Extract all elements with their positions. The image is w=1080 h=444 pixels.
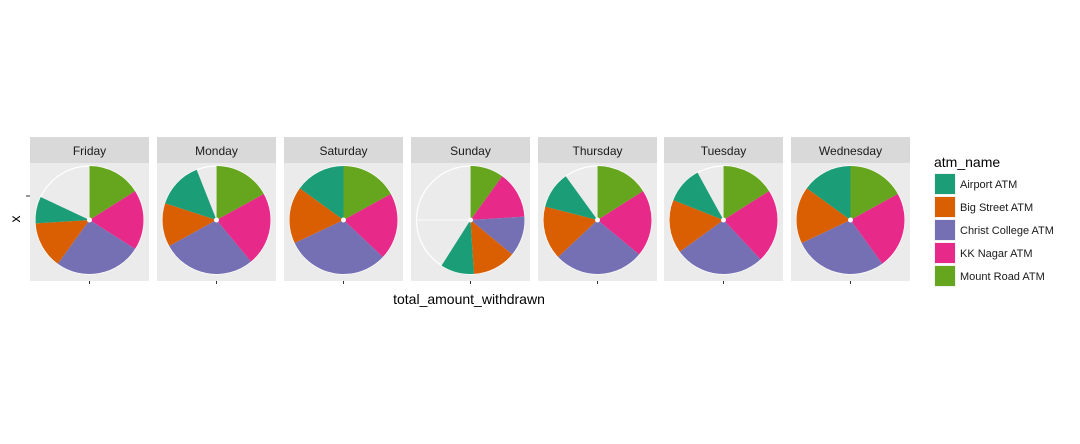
pie-slice-kk-nagar-atm xyxy=(597,191,652,255)
facet-strip xyxy=(157,137,276,163)
legend-key-swatch xyxy=(935,174,955,194)
pie-slice-christ-college-atm xyxy=(57,220,136,274)
legend-label: Christ College ATM xyxy=(960,225,1054,237)
facet-panel-saturday: Saturday xyxy=(284,137,403,284)
legend-key-swatch xyxy=(935,197,955,217)
legend-title: atm_name xyxy=(934,154,1000,170)
pie-slice-mount-road-atm xyxy=(216,166,264,220)
facet-panel-wednesday: Wednesday xyxy=(791,137,910,284)
pie-slice-airport-atm xyxy=(673,172,724,220)
y-axis: x xyxy=(7,195,30,223)
legend-key-swatch xyxy=(935,220,955,240)
facet-strip-label: Friday xyxy=(73,144,106,158)
pie-slice-kk-nagar-atm xyxy=(216,193,271,262)
pie-slice-big-street-atm xyxy=(796,188,851,243)
pie-slice-kk-nagar-atm xyxy=(850,193,905,264)
legend-label: Mount Road ATM xyxy=(960,271,1045,283)
facet-strip-label: Thursday xyxy=(572,144,622,158)
pie-slice-mount-road-atm xyxy=(343,166,391,220)
pie-slice-airport-atm xyxy=(165,169,217,220)
pie-slice-christ-college-atm xyxy=(679,220,761,275)
legend-item-mount-road-atm: Mount Road ATM xyxy=(934,265,1045,287)
legend-item-airport-atm: Airport ATM xyxy=(934,173,1017,195)
legend-item-christ-college-atm: Christ College ATM xyxy=(934,219,1054,241)
pie-slice-kk-nagar-atm xyxy=(343,193,398,257)
facet-panel-sunday: Sunday xyxy=(411,137,530,284)
pie-slice-mount-road-atm xyxy=(850,166,898,220)
x-axis-label: total_amount_withdrawn xyxy=(393,291,545,307)
facet-strip xyxy=(538,137,657,163)
pie-center xyxy=(341,217,346,223)
facet-strip xyxy=(284,137,403,163)
pie-slice-mount-road-atm xyxy=(597,166,644,220)
facet-panel-monday: Monday xyxy=(157,137,276,284)
legend-key-swatch xyxy=(935,243,955,263)
pie-slice-kk-nagar-atm xyxy=(470,176,525,220)
pie-slice-mount-road-atm xyxy=(89,166,136,220)
facet-strip-label: Saturday xyxy=(319,144,367,158)
pie-slice-big-street-atm xyxy=(543,206,598,257)
pie-center xyxy=(721,217,726,223)
facet-strip xyxy=(411,137,530,163)
facet-strip-label: Tuesday xyxy=(701,144,747,158)
pie-slice-kk-nagar-atm xyxy=(723,191,778,260)
pie-slice-big-street-atm xyxy=(35,220,90,264)
pie-slice-mount-road-atm xyxy=(470,166,503,220)
facet-strip xyxy=(664,137,783,163)
legend-label: KK Nagar ATM xyxy=(960,248,1033,260)
pie-slice-airport-atm xyxy=(441,220,474,274)
facet-strip xyxy=(30,137,149,163)
facet-strip-label: Wednesday xyxy=(819,144,882,158)
pie-center xyxy=(87,217,92,223)
pie-slice-airport-atm xyxy=(806,166,851,220)
pie-center xyxy=(595,217,600,223)
legend: atm_name Airport ATM Big Street ATM Christ… xyxy=(934,154,1054,287)
facet-panels: Friday Monday Saturday Sunday Thursday Tuesda… xyxy=(30,137,910,284)
pie-center xyxy=(468,217,473,223)
legend-label: Airport ATM xyxy=(960,179,1017,191)
facet-strip-label: Monday xyxy=(195,144,238,158)
pie-slice-airport-atm xyxy=(299,166,344,220)
facet-panel-tuesday: Tuesday xyxy=(664,137,783,284)
facet-panel-thursday: Thursday xyxy=(538,137,657,284)
pie-slice-big-street-atm xyxy=(162,203,217,247)
pie-slice-christ-college-atm xyxy=(801,220,883,275)
pie-center xyxy=(848,217,853,223)
y-axis-label: x xyxy=(7,216,23,223)
legend-label: Big Street ATM xyxy=(960,202,1033,214)
facet-strip xyxy=(791,137,910,163)
pie-slice-big-street-atm xyxy=(470,220,513,274)
legend-items: Airport ATM Big Street ATM Christ College … xyxy=(934,173,1054,287)
pie-slice-airport-atm xyxy=(545,176,598,220)
pie-slice-christ-college-atm xyxy=(558,220,640,275)
pie-slice-christ-college-atm xyxy=(470,216,525,255)
pie-slice-airport-atm xyxy=(35,197,90,224)
legend-item-big-street-atm: Big Street ATM xyxy=(934,196,1033,218)
legend-item-kk-nagar-atm: KK Nagar ATM xyxy=(934,242,1033,264)
facet-strip-label: Sunday xyxy=(450,144,491,158)
pie-slice-big-street-atm xyxy=(669,200,724,252)
pie-center xyxy=(214,217,219,223)
pie-slice-christ-college-atm xyxy=(294,220,383,274)
facet-panel-friday: Friday xyxy=(30,137,149,284)
pie-slice-big-street-atm xyxy=(289,188,344,243)
legend-key-swatch xyxy=(935,266,955,286)
pie-slice-christ-college-atm xyxy=(169,220,251,274)
pie-slice-mount-road-atm xyxy=(723,166,770,220)
pie-slice-kk-nagar-atm xyxy=(89,191,144,249)
